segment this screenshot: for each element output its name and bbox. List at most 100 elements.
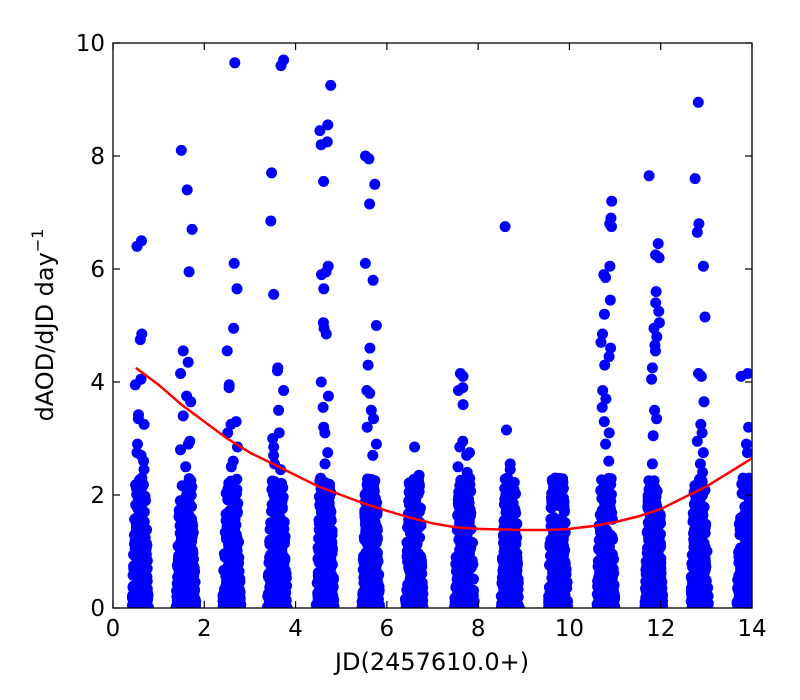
data-point xyxy=(608,594,620,606)
data-point xyxy=(403,564,415,575)
data-point xyxy=(227,578,239,590)
data-point xyxy=(645,552,657,563)
data-point xyxy=(468,584,479,596)
data-point xyxy=(127,569,139,581)
data-point xyxy=(182,356,194,368)
data-point xyxy=(370,438,382,450)
data-point xyxy=(173,508,185,520)
data-point xyxy=(598,308,610,320)
data-point xyxy=(129,513,141,525)
x-tick-label: 14 xyxy=(737,616,766,642)
data-point xyxy=(228,544,240,556)
data-point xyxy=(650,345,661,357)
data-point xyxy=(233,586,245,598)
data-point xyxy=(183,555,195,567)
data-point xyxy=(401,602,412,608)
data-point xyxy=(362,359,374,371)
data-point xyxy=(314,125,326,137)
data-point xyxy=(315,139,327,151)
data-point xyxy=(317,401,329,413)
data-point xyxy=(275,479,287,491)
data-point xyxy=(698,525,709,537)
data-point xyxy=(129,535,141,547)
data-point xyxy=(544,538,556,550)
data-point xyxy=(652,238,664,250)
data-point xyxy=(326,540,338,552)
data-point xyxy=(139,602,151,608)
data-point xyxy=(596,506,608,518)
data-point xyxy=(316,269,327,281)
data-point xyxy=(229,501,241,513)
data-point xyxy=(558,506,570,518)
x-tick-label: 10 xyxy=(555,616,584,642)
data-point xyxy=(696,562,708,574)
data-point xyxy=(455,591,467,603)
data-point xyxy=(603,427,615,439)
data-point xyxy=(138,464,150,476)
data-point xyxy=(273,563,285,575)
data-point xyxy=(226,557,238,569)
data-point xyxy=(411,556,423,568)
data-point xyxy=(134,580,145,592)
data-point xyxy=(654,601,665,608)
data-point xyxy=(451,580,462,592)
data-point xyxy=(510,594,522,605)
data-point xyxy=(313,514,325,526)
data-point xyxy=(737,472,749,484)
data-point xyxy=(172,587,184,599)
data-point xyxy=(363,153,375,165)
data-point xyxy=(132,496,144,508)
data-point xyxy=(559,558,571,570)
data-point xyxy=(599,359,611,371)
data-point xyxy=(499,499,511,511)
data-point xyxy=(742,527,752,539)
data-point xyxy=(228,257,240,269)
data-point xyxy=(318,497,329,509)
data-point xyxy=(653,252,665,264)
y-tick-label: 6 xyxy=(90,257,105,283)
data-point xyxy=(646,458,658,470)
y-tick-label: 10 xyxy=(76,31,105,57)
data-point xyxy=(546,579,558,591)
data-point xyxy=(646,362,658,374)
data-point xyxy=(547,549,559,561)
data-point xyxy=(652,535,664,547)
data-point xyxy=(231,283,243,295)
data-point xyxy=(647,430,659,442)
data-point xyxy=(647,478,659,490)
data-point xyxy=(457,399,469,411)
x-tick-label: 0 xyxy=(106,616,121,642)
data-point xyxy=(692,540,704,552)
data-point xyxy=(644,570,656,582)
data-point xyxy=(559,517,571,529)
data-point xyxy=(322,447,334,459)
data-point xyxy=(366,490,378,502)
data-point xyxy=(655,517,666,529)
data-point xyxy=(361,599,373,608)
data-point xyxy=(138,418,150,430)
data-point xyxy=(454,441,466,453)
data-point xyxy=(691,226,703,238)
data-point xyxy=(368,540,380,552)
data-point xyxy=(358,567,370,579)
data-point xyxy=(268,288,280,300)
data-point xyxy=(325,79,337,91)
data-point xyxy=(223,382,235,394)
data-point xyxy=(642,525,654,537)
data-point xyxy=(497,552,508,564)
data-point xyxy=(371,521,383,533)
data-point xyxy=(266,475,278,487)
data-point xyxy=(695,583,707,595)
data-point xyxy=(173,571,184,583)
data-point xyxy=(596,492,608,504)
data-point xyxy=(735,562,747,574)
data-point xyxy=(454,479,466,491)
data-point xyxy=(139,592,151,604)
y-tick-label: 0 xyxy=(90,596,105,622)
data-point xyxy=(403,518,415,530)
data-point xyxy=(367,274,379,286)
data-point xyxy=(189,602,201,608)
data-point xyxy=(140,562,152,574)
data-point xyxy=(266,167,278,179)
data-point xyxy=(182,438,194,450)
